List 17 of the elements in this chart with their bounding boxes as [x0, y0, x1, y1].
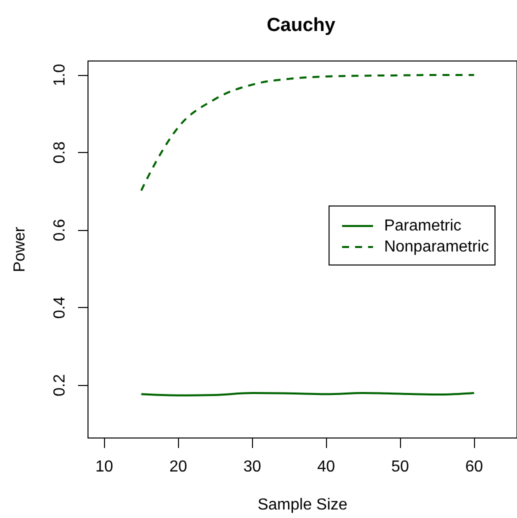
x-tick-label: 10: [95, 458, 114, 476]
legend-label: Parametric: [384, 218, 462, 234]
y-tick-label: 1.0: [52, 64, 68, 86]
legend-label: Nonparametric: [384, 238, 490, 256]
y-tick-label: 0.8: [52, 141, 68, 164]
x-tick-label: 30: [243, 458, 262, 476]
chart-title: Cauchy: [266, 15, 336, 36]
x-tick-label: 60: [465, 458, 484, 476]
y-tick-label: 0.2: [52, 374, 68, 396]
line-series: [140, 74, 476, 192]
y-tick-label: 0.4: [52, 296, 68, 319]
x-tick-label: 20: [169, 458, 188, 476]
y-axis-title: Power: [12, 226, 28, 272]
x-tick-label: 40: [317, 458, 336, 476]
x-axis-title: Sample Size: [258, 496, 348, 514]
x-tick-label: 50: [391, 458, 410, 476]
y-tick-label: 0.6: [52, 218, 68, 242]
